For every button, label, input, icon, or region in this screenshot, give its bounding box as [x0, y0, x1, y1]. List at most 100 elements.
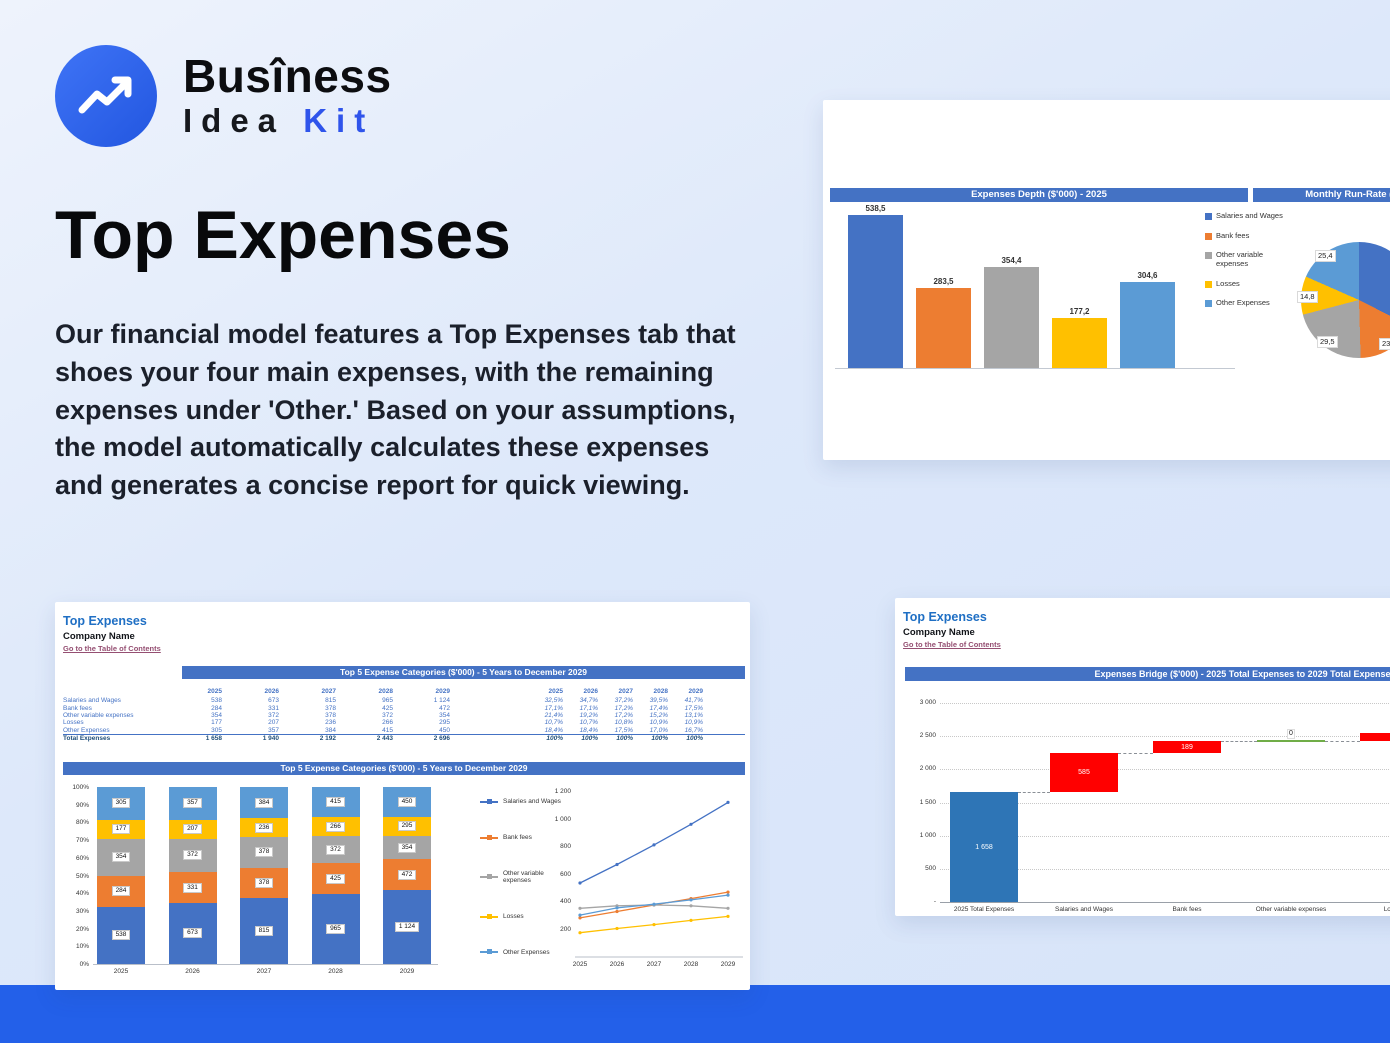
value-cell: 2 696 — [433, 734, 450, 742]
company-name: Company Name — [903, 627, 975, 638]
table-of-contents-link[interactable]: Go to the Table of Contents — [903, 640, 1001, 649]
y-tick: 3 000 — [919, 699, 936, 707]
stacked-segment: 815 — [240, 898, 288, 964]
y-tick: 2 000 — [919, 765, 936, 773]
segment-label: 266 — [326, 821, 345, 832]
expenses-depth-card: Expenses Depth ($'000) - 2025 Monthly Ru… — [823, 100, 1390, 460]
depth-bar-label: 177,2 — [1069, 306, 1090, 316]
legend-swatch — [1205, 280, 1212, 288]
y-tick: 500 — [925, 864, 936, 872]
expenses-bridge-card: Top Expenses Company Name Go to the Tabl… — [895, 598, 1390, 916]
value-cell: 815 — [325, 697, 336, 705]
legend-line-marker — [480, 798, 498, 804]
value-cell: 354 — [211, 711, 222, 719]
gridline — [940, 835, 1390, 837]
value-cell: 295 — [439, 719, 450, 727]
percent-cell: 100% — [686, 734, 703, 742]
brand-idea: Idea — [183, 102, 286, 140]
stacked-segment: 284 — [97, 876, 145, 907]
percent-cell: 10,9% — [649, 719, 668, 727]
legend-label: Losses — [503, 912, 524, 920]
sheet-title: Top Expenses — [63, 614, 147, 628]
depth-bar — [1120, 281, 1175, 368]
percent-cell: 13,1% — [684, 711, 703, 719]
segment-label: 1 124 — [394, 922, 420, 933]
value-cell: 207 — [268, 719, 279, 727]
value-cell: 305 — [211, 726, 222, 734]
expenses-depth-bar-chart: 538,5 283,5 354,4 177,2 304,6 — [848, 198, 1193, 368]
percent-cell: 32,5% — [544, 697, 563, 705]
percent-cell: 17,5% — [614, 726, 633, 734]
value-cell: 1 124 — [433, 697, 450, 705]
legend-swatch — [1205, 252, 1212, 260]
pie-label: 29,5 — [1317, 336, 1338, 348]
legend-item: Other variable expenses — [1205, 250, 1283, 268]
pie-label: 23,6 — [1379, 338, 1390, 350]
y-tick: 80% — [75, 819, 89, 827]
stacked-segment: 378 — [240, 837, 288, 868]
percent-cell: 2025 — [548, 688, 563, 695]
y-tick: 60% — [75, 854, 89, 862]
value-cell: 2 443 — [376, 734, 393, 742]
table-year-header-row: 2025 2026 2027 2028 2029 2025 2026 2027 2028 2029 — [63, 686, 745, 697]
segment-label: 415 — [326, 796, 345, 807]
value-cell: 177 — [211, 719, 222, 727]
stacked-segment: 538 — [97, 906, 145, 964]
percent-cell: 34,7% — [579, 697, 598, 705]
percent-cell: 17,0% — [649, 726, 668, 734]
segment-label: 538 — [111, 930, 131, 941]
depth-bar — [984, 267, 1039, 368]
percent-cell: 2028 — [653, 688, 668, 695]
stacked-segment: 295 — [383, 816, 431, 837]
segment-label: 207 — [183, 824, 202, 835]
table-row: Salaries and Wages 538 673 815 965 1 124 32,5%… — [63, 697, 745, 704]
value-cell: 2027 — [321, 688, 336, 695]
depth-bar-label: 538,5 — [865, 204, 886, 214]
x-axis-line — [835, 368, 1235, 369]
segment-label: 378 — [254, 877, 274, 888]
y-tick: 40% — [75, 890, 89, 898]
x-tick: 2026 — [185, 968, 200, 975]
brand-text: Busîness Idea Kit — [183, 52, 392, 140]
bridge-bar: 0 — [1257, 728, 1325, 742]
value-cell: 372 — [382, 711, 393, 719]
value-cell: 472 — [439, 704, 450, 712]
stacked-segment: 673 — [168, 902, 217, 964]
y-tick: 10% — [75, 943, 89, 951]
x-tick: 2028 — [683, 961, 699, 968]
percent-cell: 2027 — [618, 688, 633, 695]
bottom-band — [0, 985, 1390, 1043]
value-cell: 384 — [325, 726, 336, 734]
value-cell: 354 — [439, 711, 450, 719]
value-cell: 673 — [268, 697, 279, 705]
percent-cell: 100% — [546, 734, 563, 742]
stacked-segment: 378 — [240, 867, 288, 899]
x-tick: 2029 — [720, 961, 736, 968]
x-tick: 2027 — [256, 968, 272, 975]
x-tick: 2026 — [609, 961, 625, 968]
percent-cell: 21,4% — [544, 711, 563, 719]
y-tick: 400 — [560, 898, 571, 905]
stacked-segment: 354 — [383, 836, 431, 860]
legend-line-marker — [480, 913, 498, 919]
monthly-runrate-header: Monthly Run-Rate ($'000 — [1253, 188, 1390, 202]
bridge-bar: 1 658 — [950, 792, 1018, 902]
legend-line-marker — [480, 834, 498, 840]
x-tick: Bank fees — [1172, 906, 1202, 913]
brand-header: Busîness Idea Kit — [55, 45, 392, 147]
segment-label: 815 — [254, 926, 274, 937]
table-header-bar: Top 5 Expense Categories ($'000) - 5 Yea… — [182, 666, 745, 679]
value-cell: 2028 — [378, 688, 393, 695]
table-of-contents-link[interactable]: Go to the Table of Contents — [63, 644, 161, 653]
stacked-segment: 354 — [97, 838, 145, 877]
percent-cell: 18,4% — [579, 726, 598, 734]
segment-label: 331 — [183, 882, 202, 893]
value-cell: 378 — [325, 704, 336, 712]
bridge-header-bar: Expenses Bridge ($'000) - 2025 Total Exp… — [905, 667, 1390, 681]
x-tick: Salaries and Wages — [1055, 906, 1113, 913]
segment-label: 354 — [111, 852, 131, 863]
percent-cell: 17,5% — [684, 704, 703, 712]
percent-cell: 15,2% — [649, 711, 668, 719]
row-label: Losses — [63, 719, 84, 727]
legend-label: Other Expenses — [1216, 298, 1270, 308]
